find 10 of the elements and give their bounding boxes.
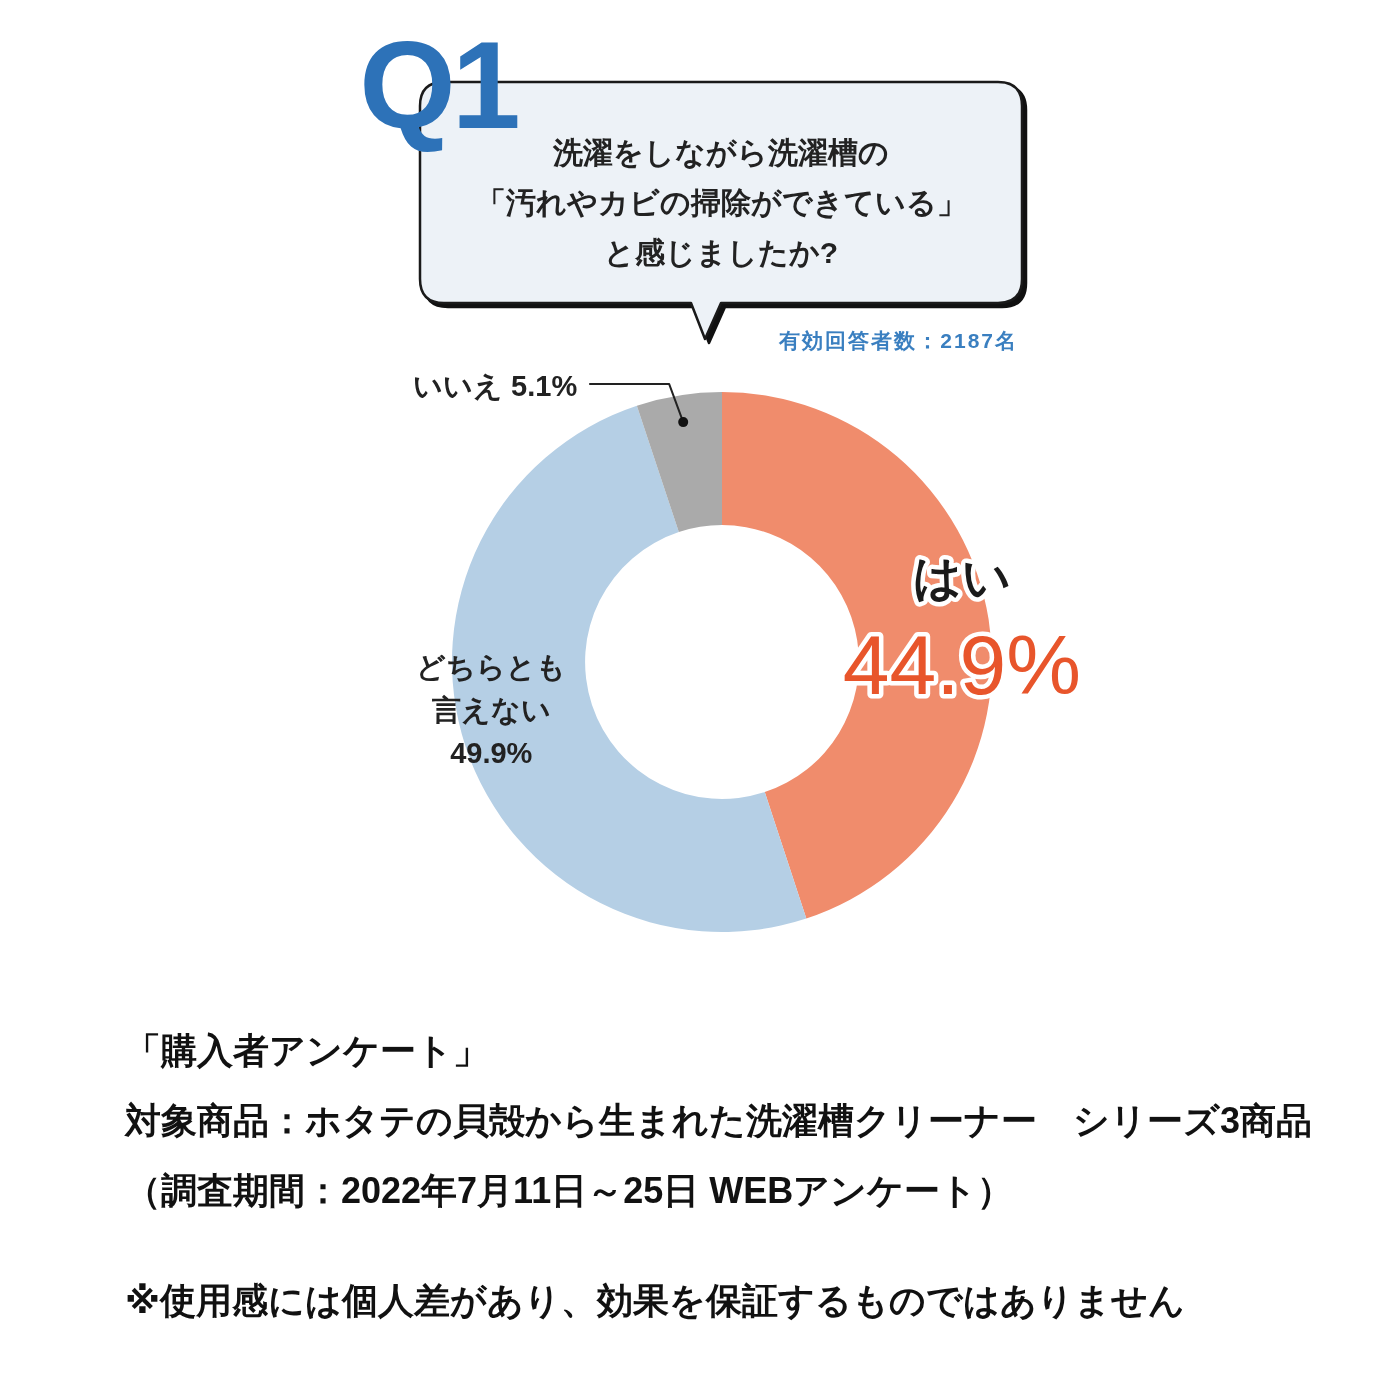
chart-title: 洗濯をしながら洗濯槽の「汚れやカビの掃除ができている」と感じましたか? [475, 135, 967, 269]
data-label: 49.9% [450, 737, 533, 770]
text: 有効回答者数：2187名 [778, 329, 1018, 352]
text: 対象商品：ホタテの貝殻から生まれた洗濯槽クリーナー シリーズ3商品 [124, 1100, 1313, 1141]
data-label: 5.1% [511, 370, 578, 403]
slice-label: いいえ [413, 370, 512, 403]
slice-label: どちらとも言えない [416, 651, 567, 727]
text: （調査期間：2022年7月11日～25日 WEBアンケート） [125, 1170, 1014, 1211]
text: ※使用感には個人差があり、効果を保証するものではありません [125, 1280, 1185, 1321]
text: 「購入者アンケート」 [125, 1030, 489, 1071]
